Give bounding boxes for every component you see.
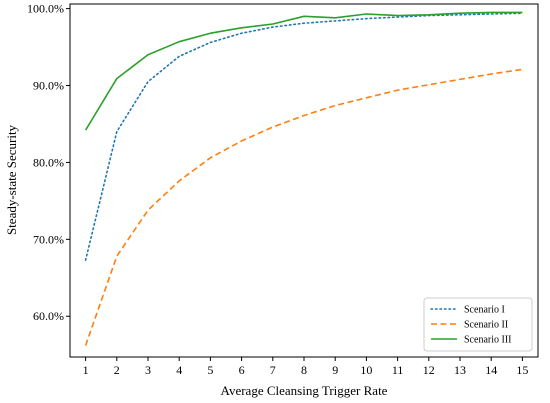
x-tick-label: 8 (301, 363, 307, 377)
legend: Scenario I Scenario II Scenario III (423, 297, 533, 352)
x-axis-ticks: 1 2 3 4 5 6 7 8 9 10 11 12 13 14 15 (83, 357, 528, 377)
x-tick-label: 14 (485, 363, 497, 377)
x-axis-label: Average Cleansing Trigger Rate (221, 383, 388, 398)
y-tick-label: 70.0% (33, 232, 64, 246)
y-axis-ticks: 60.0% 70.0% 80.0% 90.0% 100.0% (27, 2, 70, 323)
y-tick-label: 60.0% (33, 309, 64, 323)
series-line-2 (84, 68, 523, 346)
x-tick-label: 2 (114, 363, 120, 377)
x-tick-label: 6 (239, 363, 245, 377)
series-line-1 (84, 12, 524, 261)
x-tick-label: 5 (207, 363, 213, 377)
y-tick-label: 90.0% (33, 79, 64, 93)
y-axis-label: Steady-state Security (4, 124, 19, 235)
x-tick-label: 4 (176, 363, 182, 377)
legend-box (423, 297, 533, 352)
x-tick-label: 12 (423, 363, 435, 377)
x-tick-label: 15 (516, 363, 528, 377)
x-tick-label: 1 (83, 363, 89, 377)
y-tick-label: 80.0% (33, 155, 64, 169)
x-tick-label: 9 (332, 363, 338, 377)
y-tick-label: 100.0% (27, 2, 64, 16)
series-line-3 (84, 11, 523, 131)
legend-label: Scenario I (464, 305, 505, 316)
x-tick-label: 10 (360, 363, 372, 377)
x-tick-label: 7 (270, 363, 276, 377)
legend-label: Scenario II (464, 320, 508, 331)
legend-label: Scenario III (464, 335, 511, 346)
x-tick-label: 13 (454, 363, 466, 377)
x-tick-label: 3 (145, 363, 151, 377)
x-tick-label: 11 (392, 363, 404, 377)
series-layer (84, 11, 524, 346)
